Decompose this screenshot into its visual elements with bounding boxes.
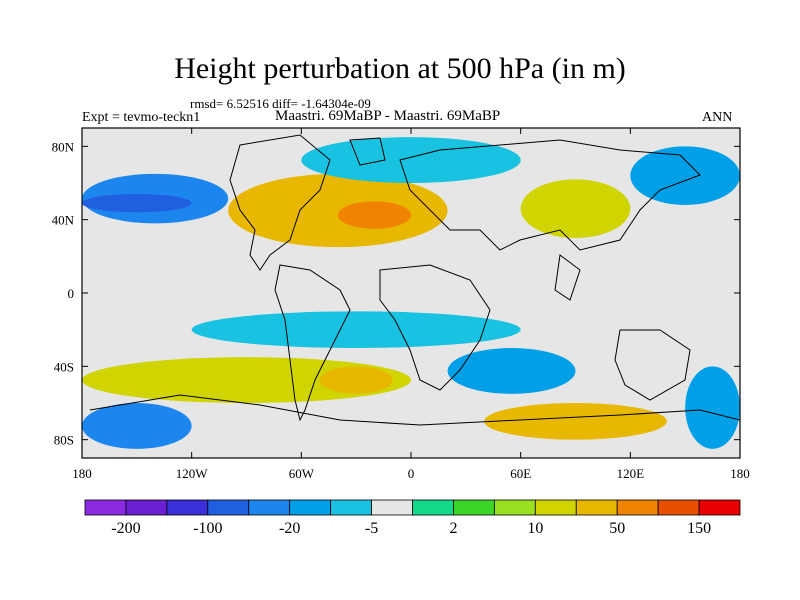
coastline-south-america	[274, 264, 351, 422]
colorbar-tick-label: 50	[609, 520, 625, 537]
experiment-label: Expt = tevmo-teckn1	[82, 110, 201, 125]
y-tick-label: 80S	[54, 433, 74, 448]
coastline-india	[554, 254, 581, 301]
case-label: Maastri. 69MaBP - Maastri. 69MaBP	[275, 108, 501, 124]
anomaly-region	[484, 403, 667, 440]
x-tick-label: 180	[72, 466, 92, 481]
colorbar-tick-label: -20	[279, 520, 300, 537]
anomaly-field	[82, 128, 740, 458]
anomaly-region	[447, 348, 576, 394]
y-tick-label: 40S	[54, 359, 74, 374]
anomaly-region	[82, 403, 192, 449]
y-tick-label: 80N	[52, 139, 75, 154]
x-tick-label: 120W	[176, 466, 209, 481]
colorbar-swatch	[84, 499, 127, 516]
colorbar-tick-label: -5	[365, 520, 378, 537]
x-tick-label: 0	[408, 466, 415, 481]
colorbar: -200 -100 -20 -5 2 10 50 150	[84, 499, 741, 537]
season-label: ANN	[702, 110, 733, 125]
colorbar-swatch	[248, 499, 291, 516]
colorbar-tick-label: 2	[449, 520, 457, 537]
coastline-north-america	[229, 134, 331, 271]
x-tick-label: 60E	[510, 466, 531, 481]
anomaly-region	[630, 146, 740, 205]
colorbar-swatch	[453, 499, 495, 516]
anomaly-region	[685, 366, 740, 449]
colorbar-swatch	[125, 499, 168, 516]
colorbar-swatch	[412, 499, 454, 516]
anomaly-region	[82, 194, 192, 213]
colorbar-swatch	[330, 499, 372, 516]
colorbar-swatch	[657, 499, 700, 516]
colorbar-swatch	[493, 499, 536, 516]
colorbar-tick-label: -100	[193, 520, 222, 537]
anomaly-region	[301, 137, 521, 183]
anomaly-region	[82, 357, 411, 404]
colorbar-swatch	[371, 499, 413, 516]
anomaly-region	[228, 173, 448, 248]
axis-ticks: 180 120W 60W 0 60E 120E 180 80N 40N 0 40S 80S	[52, 128, 750, 481]
anomaly-region	[337, 201, 412, 229]
coastline-australia	[614, 329, 691, 401]
anomaly-region	[319, 366, 393, 394]
colorbar-swatch	[289, 499, 332, 516]
colorbar-swatch	[207, 499, 250, 516]
colorbar-swatch	[166, 499, 209, 516]
coastline-greenland	[349, 137, 386, 166]
coastline-eurasia	[399, 139, 701, 251]
stats-line: rmsd= 6.52516 diff= -1.64304e-09	[190, 96, 371, 111]
x-tick-label: 60W	[289, 466, 315, 481]
anomaly-region	[520, 179, 631, 239]
y-tick-label: 40N	[52, 213, 75, 228]
x-tick-label: 180	[730, 466, 750, 481]
x-tick-label: 120E	[617, 466, 645, 481]
coastlines	[89, 134, 740, 426]
colorbar-swatch	[575, 499, 618, 516]
colorbar-swatch	[534, 499, 577, 516]
colorbar-swatch	[698, 499, 741, 516]
coastline-antarctica	[89, 394, 740, 426]
plot-title: Height perturbation at 500 hPa (in m)	[174, 52, 626, 85]
y-tick-label: 0	[68, 286, 75, 301]
anomaly-region	[191, 311, 521, 348]
colorbar-tick-label: 150	[687, 520, 711, 537]
colorbar-tick-label: 10	[527, 520, 543, 537]
colorbar-tick-label: -200	[111, 520, 140, 537]
coastline-africa	[379, 264, 491, 391]
colorbar-swatch	[616, 499, 659, 516]
